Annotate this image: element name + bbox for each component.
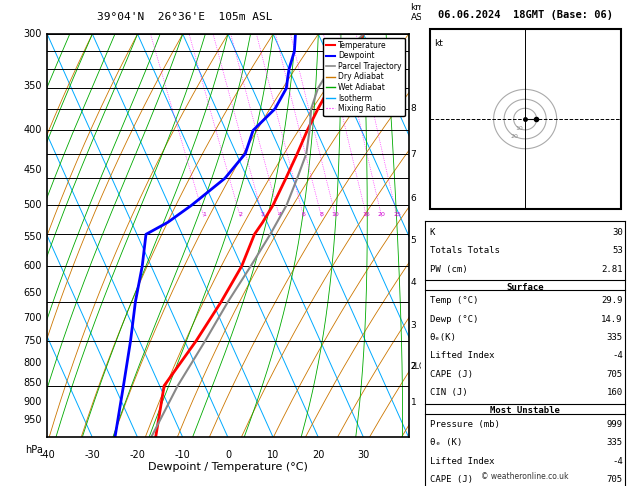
Text: -10: -10 xyxy=(175,450,191,459)
Text: 650: 650 xyxy=(23,288,42,298)
Text: 950: 950 xyxy=(23,415,42,425)
Text: Dewpoint / Temperature (°C): Dewpoint / Temperature (°C) xyxy=(148,462,308,471)
Text: -4: -4 xyxy=(612,351,623,361)
Text: Dewp (°C): Dewp (°C) xyxy=(430,314,478,324)
Text: 30: 30 xyxy=(612,228,623,237)
Text: 06.06.2024  18GMT (Base: 06): 06.06.2024 18GMT (Base: 06) xyxy=(438,10,613,20)
Text: 3: 3 xyxy=(261,211,265,217)
Text: 450: 450 xyxy=(23,165,42,175)
Text: 350: 350 xyxy=(23,81,42,91)
Text: θₑ(K): θₑ(K) xyxy=(430,333,457,342)
Text: 16: 16 xyxy=(363,211,370,217)
Text: 10: 10 xyxy=(331,211,340,217)
Text: Mixing Ratio (g/kg): Mixing Ratio (g/kg) xyxy=(428,196,437,276)
Text: 705: 705 xyxy=(606,475,623,484)
Text: 999: 999 xyxy=(606,420,623,429)
Text: -30: -30 xyxy=(84,450,100,459)
Text: Lifted Index: Lifted Index xyxy=(430,457,494,466)
Text: 300: 300 xyxy=(23,29,42,39)
Text: 20: 20 xyxy=(377,211,386,217)
Text: 900: 900 xyxy=(23,397,42,407)
Text: 8: 8 xyxy=(320,211,323,217)
Text: Lifted Index: Lifted Index xyxy=(430,351,494,361)
Text: 335: 335 xyxy=(606,333,623,342)
Text: 30: 30 xyxy=(357,450,370,459)
Text: 1: 1 xyxy=(411,398,416,407)
Text: 20: 20 xyxy=(511,134,518,139)
Text: 6: 6 xyxy=(411,194,416,203)
Text: 800: 800 xyxy=(23,358,42,367)
Text: PW (cm): PW (cm) xyxy=(430,265,467,274)
Text: 5: 5 xyxy=(411,236,416,244)
Text: 550: 550 xyxy=(23,232,42,242)
Text: 335: 335 xyxy=(606,438,623,447)
Text: 10: 10 xyxy=(516,126,523,131)
Text: 850: 850 xyxy=(23,378,42,388)
Text: -20: -20 xyxy=(130,450,145,459)
Text: CAPE (J): CAPE (J) xyxy=(430,370,472,379)
Text: 6: 6 xyxy=(302,211,306,217)
Text: kt: kt xyxy=(434,39,443,48)
Text: 25: 25 xyxy=(393,211,401,217)
Text: -40: -40 xyxy=(39,450,55,459)
Text: CIN (J): CIN (J) xyxy=(430,388,467,398)
Text: 53: 53 xyxy=(612,246,623,255)
Legend: Temperature, Dewpoint, Parcel Trajectory, Dry Adiabat, Wet Adiabat, Isotherm, Mi: Temperature, Dewpoint, Parcel Trajectory… xyxy=(323,38,405,116)
Text: 39°04'N  26°36'E  105m ASL: 39°04'N 26°36'E 105m ASL xyxy=(97,12,272,22)
Text: © weatheronline.co.uk: © weatheronline.co.uk xyxy=(481,472,569,481)
Text: 160: 160 xyxy=(606,388,623,398)
Text: 0: 0 xyxy=(225,450,231,459)
Text: 7: 7 xyxy=(411,150,416,159)
Text: 3: 3 xyxy=(411,320,416,330)
Text: 600: 600 xyxy=(23,261,42,271)
Text: 20: 20 xyxy=(312,450,325,459)
Text: Most Unstable: Most Unstable xyxy=(490,406,560,416)
Text: 4: 4 xyxy=(277,211,281,217)
Text: Pressure (mb): Pressure (mb) xyxy=(430,420,499,429)
Text: Temp (°C): Temp (°C) xyxy=(430,296,478,305)
Text: Totals Totals: Totals Totals xyxy=(430,246,499,255)
Text: 500: 500 xyxy=(23,200,42,210)
Text: K: K xyxy=(430,228,435,237)
Text: 29.9: 29.9 xyxy=(601,296,623,305)
Text: 8: 8 xyxy=(411,104,416,113)
Text: 1: 1 xyxy=(202,211,206,217)
Text: -4: -4 xyxy=(612,457,623,466)
Text: 2.81: 2.81 xyxy=(601,265,623,274)
Text: 750: 750 xyxy=(23,336,42,346)
Text: 14.9: 14.9 xyxy=(601,314,623,324)
Text: 700: 700 xyxy=(23,313,42,323)
Text: Surface: Surface xyxy=(506,283,544,292)
Text: 2: 2 xyxy=(411,362,416,371)
Text: 4: 4 xyxy=(411,278,416,287)
Text: km
ASL: km ASL xyxy=(411,2,427,22)
Text: hPa: hPa xyxy=(26,446,43,455)
Text: CAPE (J): CAPE (J) xyxy=(430,475,472,484)
Text: θₑ (K): θₑ (K) xyxy=(430,438,462,447)
Text: 400: 400 xyxy=(23,125,42,136)
Text: 2LCL: 2LCL xyxy=(411,362,429,371)
Text: 705: 705 xyxy=(606,370,623,379)
Text: 2: 2 xyxy=(238,211,242,217)
Text: 10: 10 xyxy=(267,450,279,459)
